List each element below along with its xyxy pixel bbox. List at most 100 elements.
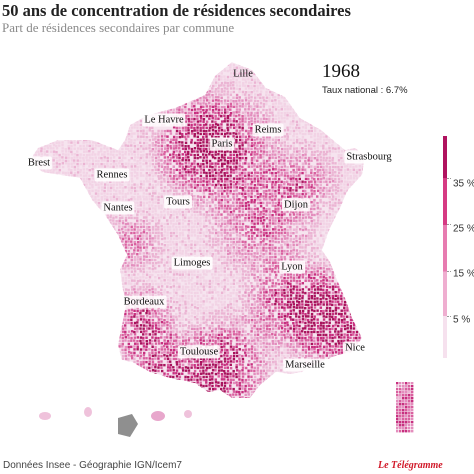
commune-dot	[88, 93, 92, 96]
commune-dot	[100, 105, 103, 108]
commune-dot	[298, 66, 302, 69]
commune-dot	[172, 69, 176, 73]
commune-dot	[37, 120, 40, 123]
commune-dot	[157, 192, 161, 195]
commune-dot	[250, 111, 253, 115]
commune-dot	[52, 144, 56, 147]
commune-dot	[139, 75, 142, 79]
commune-dot	[85, 63, 88, 66]
commune-dot	[226, 201, 230, 204]
commune-dot	[346, 126, 349, 129]
commune-dot	[85, 102, 88, 105]
commune-dot	[244, 159, 247, 162]
commune-dot	[151, 129, 154, 133]
commune-dot	[274, 114, 277, 117]
commune-dot	[229, 123, 233, 126]
commune-dot	[172, 108, 175, 112]
commune-dot	[172, 63, 176, 66]
commune-dot	[154, 183, 158, 187]
commune-dot	[286, 63, 290, 66]
commune-dot	[55, 90, 58, 93]
commune-dot	[208, 150, 212, 154]
commune-dot	[190, 93, 194, 97]
commune-dot	[253, 189, 256, 193]
commune-dot	[121, 78, 125, 82]
commune-dot	[109, 141, 113, 145]
commune-dot	[268, 114, 271, 118]
commune-dot	[220, 126, 223, 129]
commune-dot	[115, 93, 118, 96]
commune-dot	[121, 159, 124, 162]
commune-dot	[64, 159, 68, 163]
commune-dot	[112, 99, 115, 103]
commune-dot	[49, 84, 53, 87]
commune-dot	[34, 138, 37, 141]
commune-dot	[241, 150, 245, 153]
commune-dot	[70, 75, 73, 79]
commune-dot	[262, 174, 265, 178]
commune-dot	[190, 132, 194, 135]
commune-dot	[79, 114, 83, 118]
commune-dot	[265, 162, 268, 165]
commune-dot	[34, 144, 37, 148]
commune-dot	[166, 183, 170, 187]
commune-dot	[127, 189, 131, 192]
commune-dot	[103, 96, 106, 100]
commune-dot	[58, 69, 61, 72]
commune-dot	[316, 141, 320, 144]
commune-dot	[202, 111, 206, 115]
commune-dot	[322, 192, 326, 196]
commune-dot	[313, 87, 317, 90]
commune-dot	[334, 111, 337, 114]
commune-dot	[322, 117, 325, 120]
commune-dot	[40, 93, 43, 96]
commune-dot	[190, 87, 193, 90]
commune-dot	[253, 147, 257, 150]
commune-dot	[55, 171, 59, 174]
commune-dot	[124, 90, 127, 94]
commune-dot	[196, 165, 200, 168]
commune-dot	[85, 81, 89, 84]
commune-dot	[250, 198, 253, 202]
commune-dot	[202, 102, 205, 105]
commune-dot	[103, 138, 107, 142]
commune-dot	[217, 171, 221, 175]
commune-dot	[67, 144, 70, 148]
commune-dot	[175, 66, 179, 69]
commune-dot	[223, 63, 226, 66]
commune-dot	[289, 153, 293, 157]
commune-dot	[61, 171, 65, 174]
commune-dot	[49, 87, 53, 90]
commune-dot	[304, 102, 308, 106]
commune-dot	[229, 162, 232, 165]
commune-dot	[226, 102, 230, 106]
commune-dot	[304, 147, 307, 151]
commune-dot	[30, 117, 31, 121]
commune-dot	[217, 87, 220, 90]
commune-dot	[220, 183, 223, 187]
commune-dot	[304, 90, 308, 94]
commune-dot	[70, 177, 73, 181]
commune-dot	[217, 102, 220, 106]
commune-dot	[82, 81, 85, 85]
commune-dot	[166, 87, 169, 90]
commune-dot	[355, 114, 359, 117]
commune-dot	[130, 105, 134, 108]
commune-dot	[142, 84, 145, 87]
commune-dot	[142, 63, 145, 66]
commune-dot	[280, 147, 284, 151]
commune-dot	[280, 105, 283, 108]
commune-dot	[313, 174, 316, 177]
commune-dot	[124, 153, 127, 156]
commune-dot	[142, 180, 146, 183]
commune-dot	[331, 186, 334, 189]
commune-dot	[214, 174, 217, 177]
commune-dot	[30, 198, 31, 201]
commune-dot	[43, 72, 46, 76]
commune-dot	[277, 135, 280, 138]
commune-dot	[316, 135, 320, 138]
commune-dot	[151, 159, 154, 162]
commune-dot	[325, 150, 329, 153]
commune-dot	[304, 174, 308, 177]
commune-dot	[145, 75, 148, 78]
